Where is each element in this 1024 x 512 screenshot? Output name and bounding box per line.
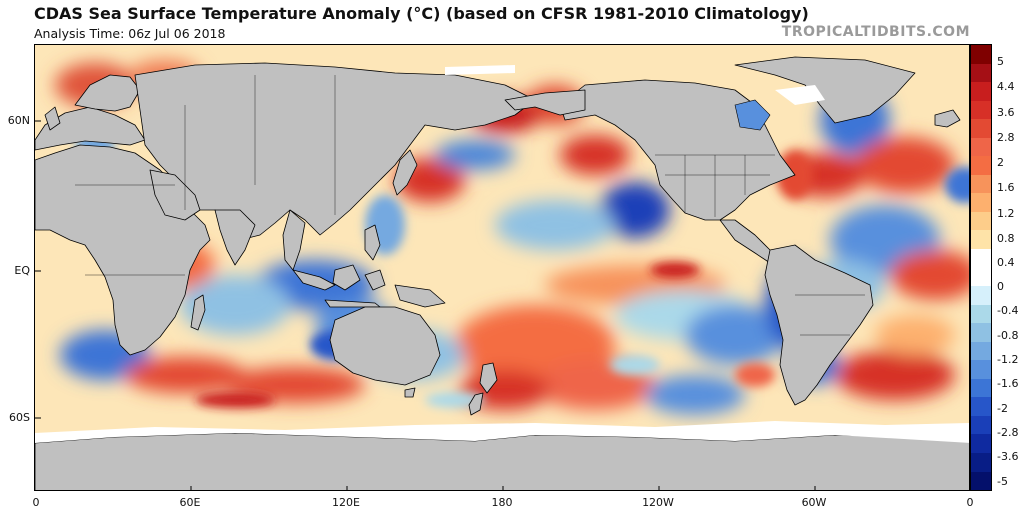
colorbar-swatch [971, 249, 991, 268]
colorbar-swatch [971, 230, 991, 250]
colorbar-tick-label: 2.8 [997, 131, 1015, 144]
colorbar-swatch [971, 304, 991, 324]
southern-sea-ice [35, 421, 969, 443]
lon-label-0-right: 0 [966, 496, 974, 509]
colorbar-swatch [971, 434, 991, 454]
arctic-ice [445, 65, 825, 105]
colorbar-tick-label: -2 [997, 402, 1008, 415]
colorbar-swatch [971, 415, 991, 435]
colorbar-swatch [971, 174, 991, 194]
colorbar-tick-label: 0.8 [997, 232, 1015, 245]
colorbar-swatch [971, 45, 991, 64]
political-boundaries [75, 75, 865, 336]
graticule-ticks [35, 120, 816, 490]
colorbar-swatch [971, 286, 991, 305]
colorbar-swatch [971, 211, 991, 231]
colorbar-swatch [971, 453, 991, 472]
colorbar-swatch [971, 156, 991, 175]
colorbar-swatch [971, 360, 991, 379]
colorbar-tick-label: -5 [997, 475, 1008, 488]
lat-label-60s: 60S [9, 411, 30, 424]
colorbar-tick-label: 2 [997, 156, 1004, 169]
sst-anomaly-map [34, 44, 970, 491]
colorbar-swatch [971, 119, 991, 138]
colorbar-swatch [971, 137, 991, 157]
colorbar-swatch [971, 193, 991, 212]
lon-label-60e: 60E [179, 496, 201, 509]
lat-label-eq: EQ [14, 264, 30, 277]
lon-label-120w: 120W [642, 496, 674, 509]
colorbar-swatch [971, 471, 991, 491]
colorbar-tick-label: -3.6 [997, 450, 1019, 463]
colorbar-tick-label: 5 [997, 55, 1004, 68]
lat-label-60n: 60N [7, 114, 30, 127]
colorbar-tick-label: 1.2 [997, 207, 1015, 220]
lon-label-60w: 60W [801, 496, 827, 509]
colorbar-swatch [971, 323, 991, 342]
colorbar-tick-label: 0 [997, 280, 1004, 293]
colorbar-tick-label: 0.4 [997, 256, 1015, 269]
brand-watermark: TROPICALTIDBITS.COM [781, 24, 970, 40]
colorbar-swatch [971, 63, 991, 83]
hudson-bay [734, 99, 771, 131]
colorbar-tick-label: -0.4 [997, 304, 1019, 317]
colorbar-tick-label: 3.6 [997, 106, 1015, 119]
colorbar-swatch [971, 378, 991, 398]
colorbar-swatch [971, 100, 991, 120]
map-canvas [35, 45, 969, 490]
colorbar-tick-label: 4.4 [997, 80, 1015, 93]
colorbar-tick-label: 1.6 [997, 181, 1015, 194]
colorbar [970, 44, 992, 491]
analysis-time: Analysis Time: 06z Jul 06 2018 [34, 26, 226, 41]
colorbar-swatch [971, 267, 991, 287]
colorbar-swatch [971, 397, 991, 416]
colorbar-tick-label: -2.8 [997, 426, 1019, 439]
colorbar-swatch [971, 341, 991, 361]
lon-label-120e: 120E [332, 496, 360, 509]
colorbar-tick-label: -1.2 [997, 353, 1019, 366]
land-masses [35, 56, 969, 490]
lon-label-0-left: 0 [32, 496, 40, 509]
colorbar-tick-label: -1.6 [997, 377, 1019, 390]
map-title: CDAS Sea Surface Temperature Anomaly (°C… [34, 4, 809, 23]
lon-label-180: 180 [491, 496, 513, 509]
colorbar-tick-label: -0.8 [997, 329, 1019, 342]
colorbar-swatch [971, 82, 991, 101]
